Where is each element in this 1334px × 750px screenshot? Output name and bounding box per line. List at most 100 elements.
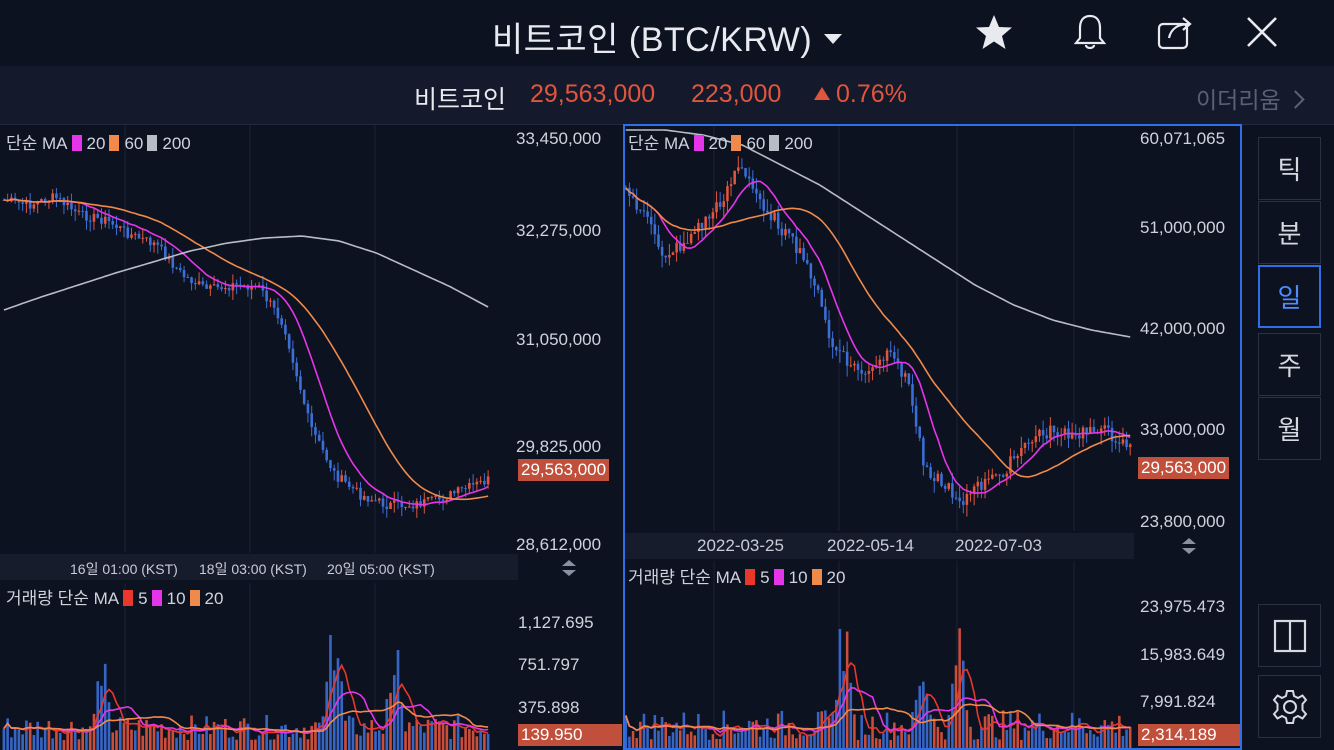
candle-body [310, 413, 314, 428]
volume-bar [889, 739, 892, 750]
volume-bar [845, 631, 849, 750]
vol-ma5-line [3, 663, 489, 736]
volume-bar [744, 731, 747, 750]
volume-bar [40, 737, 43, 750]
candle-body [773, 212, 776, 221]
split-layout-icon[interactable] [1273, 619, 1307, 653]
volume-bar [657, 730, 660, 750]
candle-body [163, 246, 167, 260]
volume-bar [389, 692, 392, 750]
right-volume-legend: 거래량 단순 MA 5 10 20 [628, 563, 845, 588]
volume-bar [133, 730, 137, 750]
page-title[interactable]: 비트코인 (BTC/KRW) [491, 21, 813, 59]
volume-bar [711, 734, 715, 750]
candle-body [809, 263, 813, 279]
candle-body [1020, 448, 1023, 457]
ticker-price: 29,563,000 [530, 80, 656, 108]
candle-body [751, 178, 755, 189]
volume-bar [729, 728, 733, 750]
candle-body [943, 485, 947, 489]
right-current-volume-tag: 2,314.189 [1138, 724, 1240, 746]
share-icon[interactable] [1152, 10, 1200, 54]
candle-body [422, 499, 426, 507]
candle-body [456, 487, 460, 494]
volume-bar [675, 722, 678, 750]
candle-body [740, 167, 744, 169]
interval-week-button[interactable]: 주 [1258, 333, 1321, 396]
volume-bar [864, 734, 867, 750]
candle-body [445, 499, 449, 501]
ma200-swatch [147, 135, 158, 151]
candle-body [831, 338, 834, 348]
resize-handle-icon[interactable] [561, 559, 577, 577]
coin-selector[interactable]: 비트코인 (BTC/KRW) [0, 12, 1334, 61]
split-layout-button[interactable] [1258, 604, 1321, 667]
volume-bar [766, 718, 769, 750]
interval-tick-button[interactable]: 틱 [1258, 137, 1321, 200]
candle-body [175, 267, 178, 269]
candle-body [381, 498, 385, 507]
interval-month-button[interactable]: 월 [1258, 397, 1321, 460]
volume-bar [392, 675, 396, 750]
next-coin-label[interactable]: 이더리움 [1196, 87, 1281, 113]
volume-bar [693, 735, 697, 750]
candle-body [325, 449, 329, 461]
ma200-line [625, 129, 1131, 338]
volume-bar [190, 715, 193, 750]
candle-body [718, 202, 722, 207]
left-vol-y-label: 375.898 [518, 698, 580, 717]
volume-bar [1005, 730, 1009, 750]
volume-bar [700, 727, 704, 750]
close-icon[interactable] [1238, 10, 1286, 54]
star-icon[interactable] [970, 10, 1018, 54]
bell-icon[interactable] [1066, 10, 1114, 54]
volume-bar [415, 719, 419, 750]
candle-body [235, 283, 238, 285]
candle-body [1030, 442, 1034, 444]
volume-bar [1009, 712, 1012, 750]
candle-body [1034, 436, 1038, 443]
chevron-right-icon[interactable] [1285, 90, 1305, 109]
volume-bar [201, 733, 205, 750]
candle-body [212, 284, 216, 286]
right-chart-panel[interactable]: 단순 MA 20 60 200 60,071,065 51,000,000 42,00… [624, 125, 1242, 750]
left-price-chart[interactable] [0, 125, 622, 750]
candle-body [845, 351, 849, 366]
candle-body [860, 369, 863, 374]
volume-bar [66, 728, 70, 750]
volume-bar [798, 733, 802, 750]
left-y-label: 28,612,000 [516, 535, 602, 554]
volume-bar [795, 738, 798, 750]
volume-bar [668, 735, 671, 750]
interval-day-button[interactable]: 일 [1258, 265, 1321, 328]
candle-body [404, 506, 407, 508]
volume-bar [77, 739, 81, 750]
volume-bar [1092, 734, 1096, 750]
ma20-line [625, 180, 1131, 495]
chevron-down-icon[interactable] [824, 34, 843, 45]
volume-bar [107, 702, 111, 750]
left-chart-panel[interactable]: 단순 MA 20 60 200 33,450,000 32,275,000 31,05… [0, 125, 622, 750]
candle-body [976, 481, 980, 487]
settings-button[interactable] [1258, 675, 1321, 738]
volume-bar [148, 725, 152, 750]
vol-ma10-swatch [151, 590, 162, 606]
volume-bar [280, 725, 283, 750]
candle-body [1070, 433, 1074, 439]
candle-body [453, 491, 456, 494]
ma20-period: 20 [86, 134, 106, 153]
interval-minute-button[interactable]: 분 [1258, 201, 1321, 264]
date-label: 2022-03-25 [697, 536, 784, 555]
volume-bar [1081, 727, 1085, 750]
volume-bar [453, 720, 456, 750]
right-price-chart[interactable] [624, 125, 1242, 750]
gear-icon[interactable] [1271, 688, 1309, 726]
candle-body [1114, 441, 1117, 443]
candle-body [115, 224, 118, 228]
volume-bar [464, 728, 467, 750]
next-coin-link[interactable]: 이더리움 [1196, 81, 1305, 115]
resize-handle-icon[interactable] [1181, 537, 1197, 555]
candle-body [1110, 427, 1114, 442]
candle-body [441, 499, 445, 501]
volume-bar [10, 737, 13, 750]
